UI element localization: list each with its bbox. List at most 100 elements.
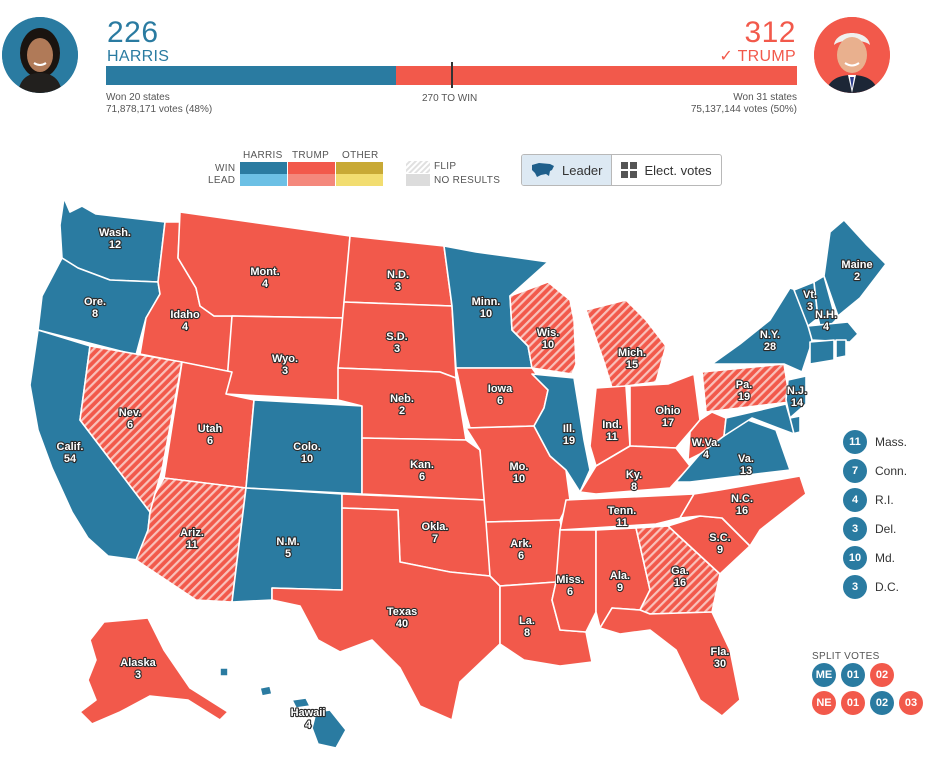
state-ky[interactable]	[579, 445, 691, 495]
state-abbr: Wyo.	[272, 353, 298, 365]
state-texas[interactable]	[271, 507, 501, 721]
legend-other-header: OTHER	[342, 150, 379, 161]
state-label-hawaii: Hawaii 4	[291, 707, 326, 731]
split-pill[interactable]: 03	[899, 691, 923, 715]
state-label-wis: Wis. 10	[537, 327, 560, 351]
state-label-iowa: Iowa 6	[488, 383, 513, 407]
legend-no-results-swatch	[406, 174, 430, 186]
state-ev: 16	[736, 505, 748, 517]
state-abbr: Ky.	[626, 469, 642, 481]
split-pill[interactable]: 01	[841, 663, 865, 687]
state-abbr: Fla.	[711, 646, 730, 658]
state-ill[interactable]	[531, 373, 591, 493]
state-label-texas: Texas 40	[387, 606, 417, 630]
state-label-kan: Kan. 6	[410, 459, 434, 483]
state-label-n-c: N.C. 16	[731, 493, 753, 517]
small-state-label: Md.	[875, 550, 896, 565]
state-label-ala: Ala. 9	[610, 570, 630, 594]
state-ev: 19	[563, 435, 575, 447]
state-maine[interactable]	[823, 219, 887, 317]
state-abbr: Va.	[738, 453, 754, 465]
state-tenn[interactable]	[559, 493, 695, 531]
state-alaska[interactable]	[79, 617, 229, 725]
state-label-ohio: Ohio 17	[655, 405, 680, 429]
split-pill[interactable]: 02	[870, 691, 894, 715]
map-view-toggle: Leader Elect. votes	[521, 154, 722, 186]
state-abbr: Iowa	[488, 383, 513, 395]
leader-view-button[interactable]: Leader	[522, 155, 613, 185]
state-abbr: Maine	[841, 259, 872, 271]
state-abbr: Ala.	[610, 570, 630, 582]
state-abbr: Wis.	[537, 327, 560, 339]
state-ev: 54	[64, 453, 77, 465]
state-ev: 10	[301, 453, 313, 465]
state-n-j[interactable]	[785, 375, 807, 419]
state-r-i[interactable]	[835, 339, 847, 359]
state-abbr: Tenn.	[608, 505, 637, 517]
state-abbr: N.J.	[787, 385, 807, 397]
harris-portrait-icon	[2, 17, 78, 93]
state-abbr: Mont.	[250, 266, 279, 278]
state-mass[interactable]	[807, 321, 859, 343]
small-state-ev-badge: 3	[843, 516, 867, 541]
state-ev: 17	[662, 417, 674, 429]
state-mich[interactable]	[585, 299, 667, 389]
state-abbr: Ind.	[602, 419, 622, 431]
state-ev: 11	[616, 517, 628, 529]
state-md[interactable]	[723, 403, 795, 437]
state-ev: 13	[740, 465, 752, 477]
us-map-icon	[532, 163, 554, 177]
state-abbr: W.Va.	[692, 437, 721, 449]
state-abbr: Nev.	[119, 407, 141, 419]
state-abbr: Minn.	[472, 296, 501, 308]
state-conn[interactable]	[809, 339, 835, 365]
small-state-row[interactable]: 4 R.I.	[843, 485, 907, 514]
state-mont[interactable]	[177, 211, 351, 319]
state-label-w-va: W.Va. 4	[692, 437, 721, 461]
state-ev: 6	[497, 395, 503, 407]
state-hawaii[interactable]	[219, 667, 347, 749]
threshold-label: 270 TO WIN	[422, 93, 478, 104]
state-ev: 10	[542, 339, 554, 351]
split-pill[interactable]: 02	[870, 663, 894, 687]
state-ev: 3	[135, 669, 141, 681]
state-n-c[interactable]	[679, 475, 807, 547]
small-state-row[interactable]: 7 Conn.	[843, 456, 907, 485]
harris-electoral-votes: 226	[107, 16, 159, 49]
state-label-la: La. 8	[519, 615, 535, 639]
legend-win-label: WIN	[215, 163, 236, 174]
state-abbr: Vt.	[803, 289, 817, 301]
state-wis[interactable]	[509, 281, 577, 375]
small-state-label: Mass.	[875, 434, 908, 449]
state-abbr: La.	[519, 615, 535, 627]
state-label-ga: Ga. 16	[671, 565, 689, 589]
small-state-row[interactable]: 3 D.C.	[843, 572, 907, 601]
state-abbr: Neb.	[390, 393, 414, 405]
state-ev: 4	[823, 321, 830, 333]
state-label-calif: Calif. 54	[57, 441, 84, 465]
state-label-s-d: S.D. 3	[386, 331, 407, 355]
split-pill[interactable]: 01	[841, 691, 865, 715]
elect-votes-view-button[interactable]: Elect. votes	[612, 155, 720, 185]
state-fla[interactable]	[599, 607, 741, 717]
trump-name: TRUMP	[737, 48, 796, 65]
state-ark[interactable]	[485, 519, 565, 587]
state-abbr: Mo.	[510, 461, 529, 473]
legend-trump-lead	[288, 174, 335, 186]
state-ev: 40	[396, 618, 408, 630]
legend-flip-swatch	[406, 161, 430, 173]
legend-lead-label: LEAD	[208, 175, 236, 186]
trump-popular-vote: 75,137,144 votes (50%)	[690, 104, 797, 115]
small-state-row[interactable]: 3 Del.	[843, 514, 907, 543]
state-label-maine: Maine 2	[841, 259, 872, 283]
legend-harris-win	[240, 162, 287, 174]
split-pill[interactable]: ME	[812, 663, 836, 687]
state-abbr: Wash.	[99, 227, 131, 239]
state-label-minn: Minn. 10	[472, 296, 501, 320]
small-state-row[interactable]: 11 Mass.	[843, 427, 907, 456]
split-pill[interactable]: NE	[812, 691, 836, 715]
small-state-row[interactable]: 10 Md.	[843, 543, 907, 572]
state-ev: 6	[419, 471, 425, 483]
state-ev: 14	[791, 397, 804, 409]
state-label-mont: Mont. 4	[250, 266, 279, 290]
